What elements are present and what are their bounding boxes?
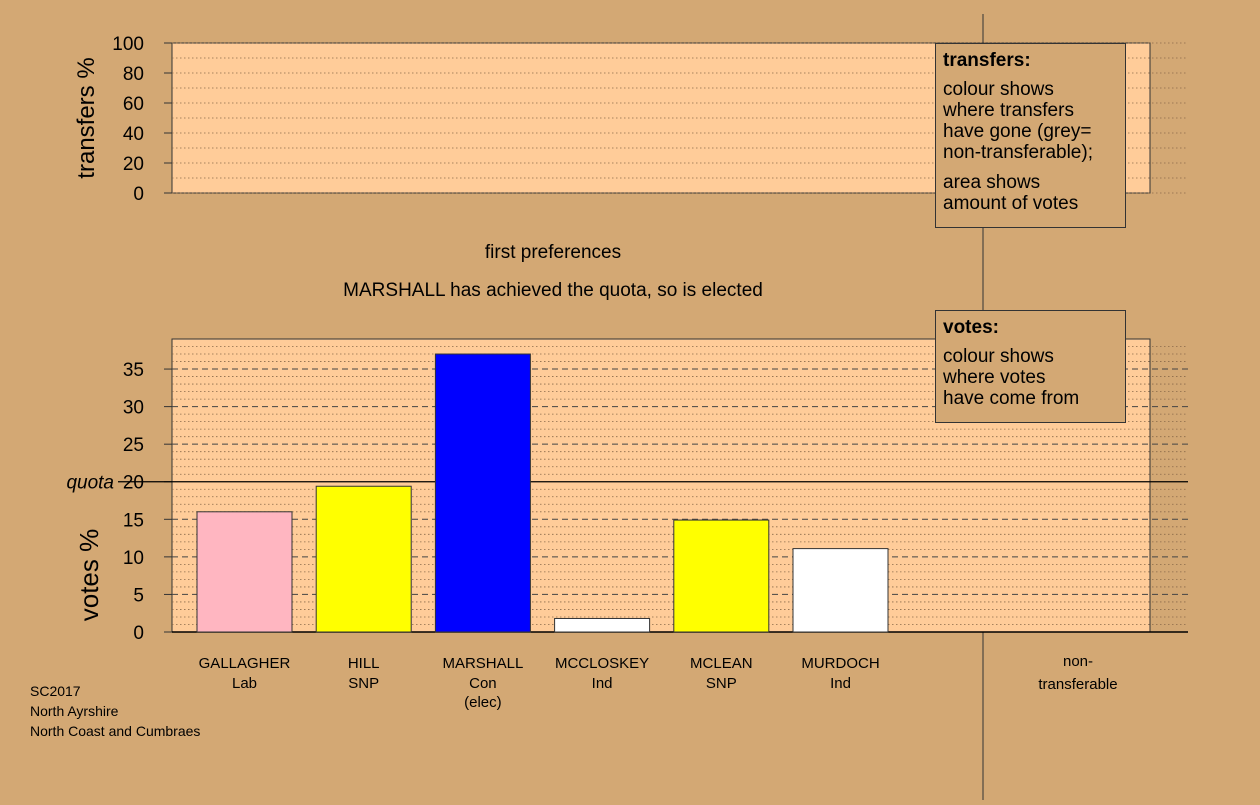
- votes-tick-label: 15: [123, 510, 144, 531]
- transfers-axis-label: transfers %: [73, 57, 100, 178]
- vote-bar: [554, 617, 651, 633]
- candidate-party-label: SNP: [706, 675, 737, 692]
- votes-tick-label: 10: [123, 548, 144, 569]
- vote-bar: [792, 548, 889, 633]
- transfers-tick-label: 80: [123, 64, 144, 85]
- vote-bar: [315, 485, 412, 633]
- transfers-tick-label: 60: [123, 94, 144, 115]
- candidate-name-label: MCCLOSKEY: [555, 655, 649, 672]
- vote-bar: [673, 519, 770, 633]
- votes-legend-line: have come from: [943, 388, 1080, 409]
- transfers-legend-line: colour shows: [943, 79, 1054, 100]
- transfers-legend-line: area shows: [943, 172, 1041, 193]
- candidate-party-label: Lab: [232, 675, 257, 692]
- vote-bar: [434, 353, 531, 633]
- candidate-party-label: SNP: [348, 675, 379, 692]
- candidate-party-label: Ind: [592, 675, 613, 692]
- candidate-name-label: GALLAGHER: [199, 655, 291, 672]
- votes-tick-label: 5: [133, 585, 144, 606]
- transfers-legend-line: amount of votes: [943, 193, 1079, 214]
- votes-axis-label: votes %: [74, 529, 104, 622]
- votes-legend-title: votes:: [943, 317, 999, 338]
- votes-legend-line: where votes: [943, 367, 1046, 388]
- footer-ward: North Coast and Cumbraes: [30, 723, 201, 739]
- transfers-legend-line: non-transferable);: [943, 142, 1093, 163]
- footer: SC2017 North Ayrshire North Coast and Cu…: [30, 681, 200, 741]
- status-message: MARSHALL has achieved the quota, so is e…: [343, 280, 763, 301]
- votes-tick-label: 0: [133, 623, 144, 644]
- candidate-party-label: Ind: [830, 675, 851, 692]
- transfers-legend-line: have gone (grey=: [943, 121, 1092, 142]
- candidate-party-label: Con: [469, 675, 497, 692]
- candidate-name-label: HILL: [348, 655, 380, 672]
- nontransferable-label: non-: [1063, 653, 1093, 670]
- transfers-tick-label: 40: [123, 124, 144, 145]
- candidate-name-label: MARSHALL: [442, 655, 523, 672]
- transfers-tick-label: 100: [112, 34, 144, 55]
- votes-tick-label: 20: [123, 473, 144, 494]
- footer-election: SC2017: [30, 683, 81, 699]
- stage-title: first preferences: [485, 242, 621, 263]
- candidate-status-label: (elec): [464, 694, 502, 711]
- transfers-legend-title: transfers:: [943, 50, 1031, 71]
- footer-council: North Ayrshire: [30, 703, 119, 719]
- transfers-tick-label: 0: [133, 184, 144, 205]
- legend-spacer: [943, 163, 1118, 172]
- quota-label: quota: [66, 473, 114, 494]
- candidate-name-label: MURDOCH: [801, 655, 879, 672]
- transfers-tick-label: 20: [123, 154, 144, 175]
- votes-tick-label: 35: [123, 360, 144, 381]
- votes-legend-line: colour shows: [943, 346, 1054, 367]
- votes-tick-label: 25: [123, 435, 144, 456]
- nontransferable-label: transferable: [1038, 676, 1117, 693]
- votes-legend: votes: colour shows where votes have com…: [935, 310, 1126, 423]
- vote-bar: [196, 511, 293, 633]
- votes-tick-label: 30: [123, 398, 144, 419]
- transfers-legend-line: where transfers: [943, 100, 1074, 121]
- candidate-name-label: MCLEAN: [690, 655, 753, 672]
- transfers-legend: transfers: colour shows where transfers …: [935, 43, 1126, 228]
